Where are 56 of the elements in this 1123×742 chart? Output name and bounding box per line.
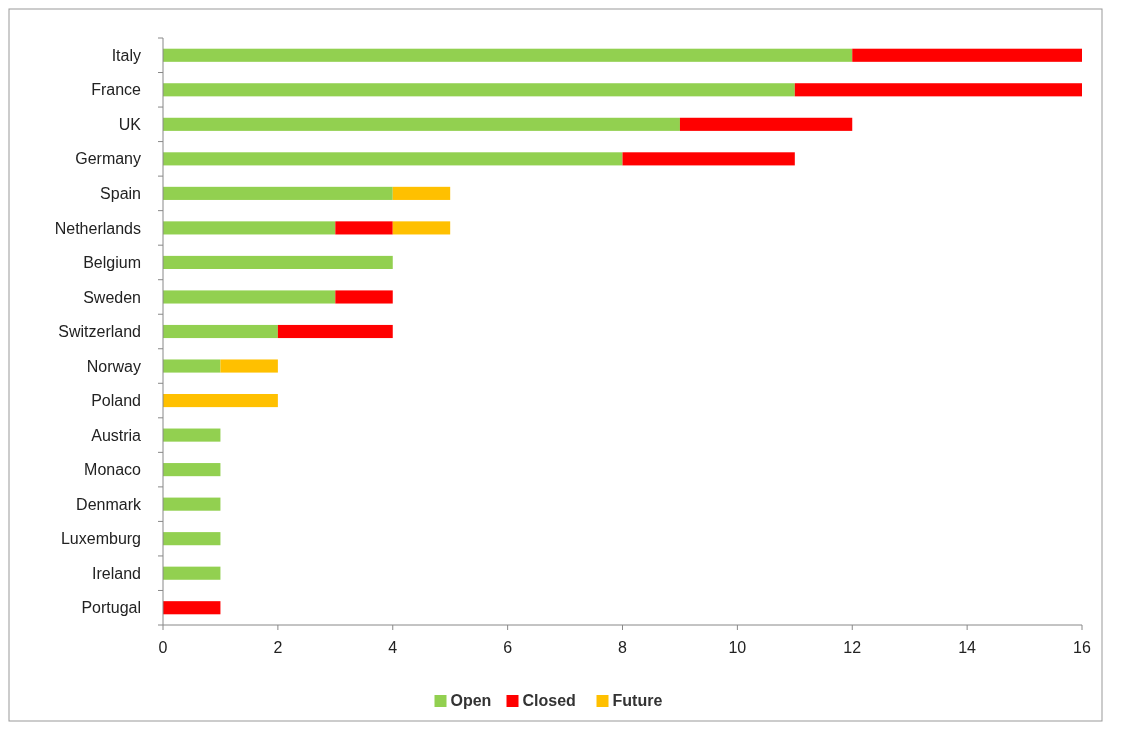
y-tick-label: Germany	[75, 150, 141, 168]
bar	[794, 83, 1082, 97]
y-tick-label: Poland	[91, 392, 141, 410]
bar	[163, 566, 221, 580]
bar	[163, 324, 278, 339]
bar	[163, 255, 393, 269]
bar	[163, 497, 221, 511]
bar	[335, 221, 393, 235]
legend-label: Future	[612, 692, 663, 709]
y-tick-label: Denmark	[76, 495, 142, 513]
y-tick-label: Netherlands	[54, 219, 141, 237]
x-tick-label: 10	[728, 639, 747, 656]
y-tick-label: UK	[118, 115, 142, 133]
bar	[392, 186, 451, 200]
bar	[852, 48, 1082, 62]
bar	[335, 290, 393, 304]
bar	[163, 290, 336, 304]
legend-label: Closed	[522, 692, 576, 709]
x-tick-label: 8	[618, 639, 628, 656]
bar	[163, 186, 393, 200]
y-tick-label: Switzerland	[58, 323, 141, 341]
x-tick-label: 6	[503, 639, 513, 656]
x-tick-label: 16	[1073, 639, 1091, 656]
bar	[163, 152, 623, 166]
x-tick-label: 4	[388, 639, 398, 656]
x-tick-label: 12	[843, 639, 862, 656]
bar	[163, 532, 221, 546]
y-tick-label: France	[91, 81, 142, 99]
x-tick-label: 2	[273, 639, 283, 656]
y-tick-label: Portugal	[81, 599, 141, 617]
bar	[679, 117, 853, 131]
y-tick-label: Belgium	[83, 254, 141, 272]
bar	[622, 152, 795, 166]
bar	[163, 221, 336, 235]
y-tick-label: Sweden	[83, 288, 141, 306]
y-tick-label: Austria	[91, 426, 142, 444]
y-tick-label: Spain	[100, 184, 141, 202]
y-tick-label: Norway	[86, 357, 141, 375]
bar	[220, 359, 278, 373]
bar	[163, 83, 795, 97]
bar	[163, 48, 853, 62]
x-tick-label: 14	[958, 639, 977, 656]
bar	[392, 221, 451, 235]
bar	[163, 428, 221, 442]
y-tick-label: Luxemburg	[60, 530, 141, 548]
bar	[163, 359, 221, 373]
bar	[163, 394, 278, 408]
y-tick-label: Italy	[111, 46, 141, 64]
legend-label: Open	[450, 692, 492, 709]
bar	[163, 601, 221, 615]
bar	[163, 463, 221, 477]
y-tick-label: Ireland	[92, 564, 141, 582]
y-tick-label: Monaco	[84, 461, 142, 479]
bar	[163, 117, 680, 131]
bar	[277, 324, 393, 339]
x-tick-label: 0	[158, 639, 168, 656]
